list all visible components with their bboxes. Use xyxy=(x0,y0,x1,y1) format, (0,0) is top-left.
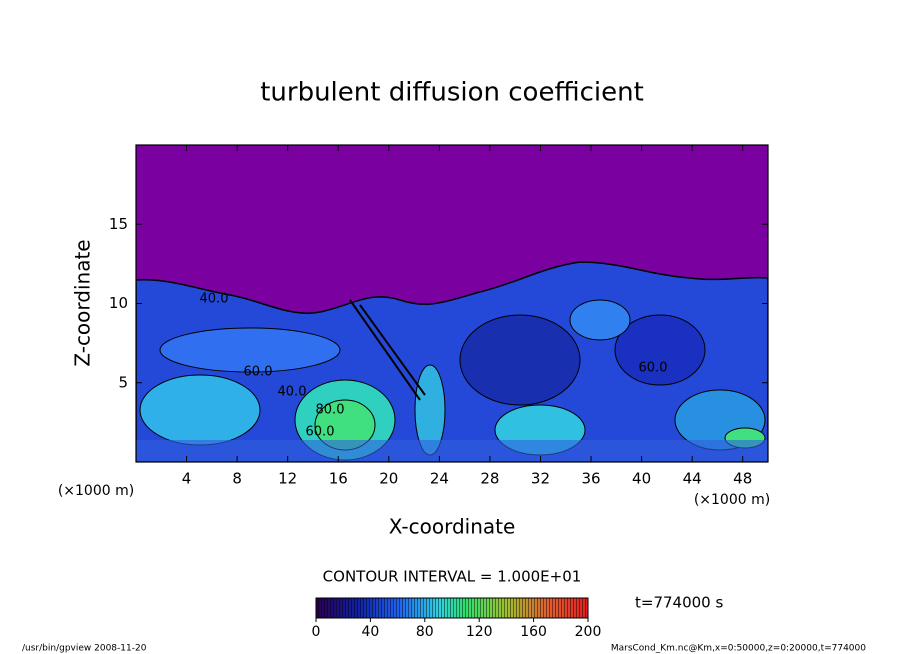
x-tick-label: 32 xyxy=(531,470,550,488)
colorbar-tick-label: 0 xyxy=(312,624,321,640)
y-tick-label: 5 xyxy=(118,373,128,391)
x-tick-label: 36 xyxy=(581,470,600,488)
colorbar-frame xyxy=(315,597,589,619)
y-tick-label: 10 xyxy=(109,294,128,312)
x-tick-label: 8 xyxy=(232,470,242,488)
y-axis-label: Z-coordinate xyxy=(71,239,95,366)
contour-label: 80.0 xyxy=(316,403,345,418)
colorbar-tick-label: 80 xyxy=(416,624,434,640)
x-tick-label: 28 xyxy=(480,470,499,488)
x-tick-label: 40 xyxy=(632,470,651,488)
footer-left: /usr/bin/gpview 2008-11-20 xyxy=(22,644,147,654)
contour-label: 60.0 xyxy=(639,361,668,376)
contour-interval: CONTOUR INTERVAL = 1.000E+01 xyxy=(323,568,582,586)
field xyxy=(136,145,768,462)
y-tick-label: 15 xyxy=(109,215,128,233)
chart-title: turbulent diffusion coefficient xyxy=(260,78,644,108)
x-tick-label: 4 xyxy=(182,470,192,488)
colorbar-tick-label: 160 xyxy=(520,624,547,640)
colorbar-tick-label: 40 xyxy=(361,624,379,640)
x-tick-label: 44 xyxy=(683,470,702,488)
x-tick-label: 24 xyxy=(430,470,449,488)
colorbar-tick-label: 120 xyxy=(466,624,493,640)
x-tick-label: 20 xyxy=(379,470,398,488)
x-unit: (×1000 m) xyxy=(694,492,770,508)
contour-label: 60.0 xyxy=(306,425,335,440)
y-unit: (×1000 m) xyxy=(58,483,134,499)
contour-label: 40.0 xyxy=(278,385,307,400)
x-tick-label: 48 xyxy=(733,470,752,488)
colorbar-tick-label: 200 xyxy=(575,624,602,640)
x-tick-label: 16 xyxy=(329,470,348,488)
contour-label: 40.0 xyxy=(200,292,229,307)
x-tick-label: 12 xyxy=(278,470,297,488)
contour-label: 60.0 xyxy=(244,365,273,380)
x-axis-label: X-coordinate xyxy=(389,515,516,539)
footer-right: MarsCond_Km.nc@Km,x=0:50000,z=0:20000,t=… xyxy=(611,644,866,654)
time-label: t=774000 s xyxy=(635,594,723,612)
